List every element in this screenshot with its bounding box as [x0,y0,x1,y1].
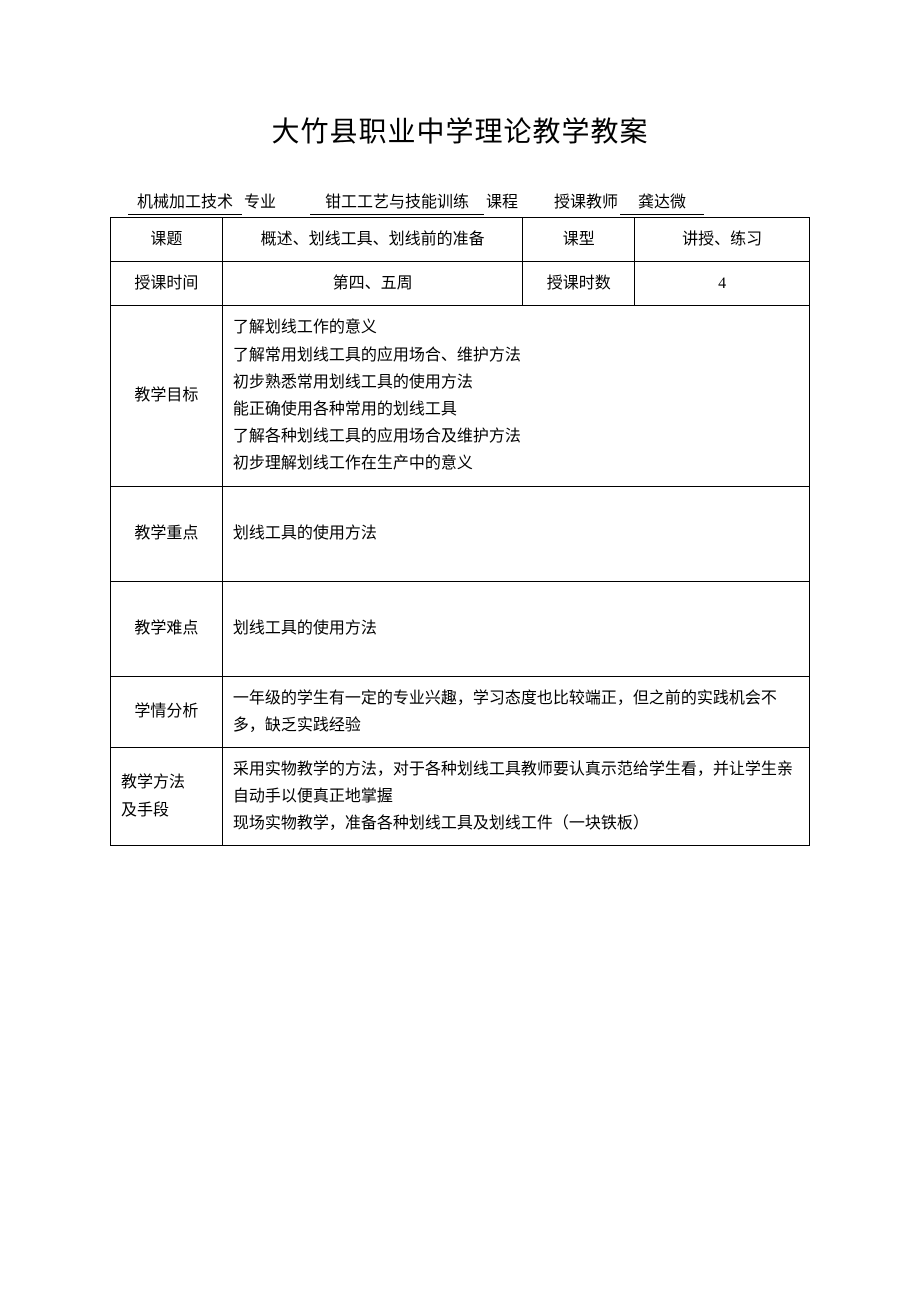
major-label: 专业 [242,188,278,214]
table-cell: 课题 [111,218,223,262]
table-cell: 教学重点 [111,486,223,581]
cell-line: 了解各种划线工具的应用场合及维护方法 [233,423,799,450]
page-title: 大竹县职业中学理论教学教案 [110,110,810,150]
table-row: 教学重点划线工具的使用方法 [111,486,810,581]
table-cell: 讲授、练习 [635,218,810,262]
table-cell: 学情分析 [111,676,223,747]
cell-line: 初步理解划线工作在生产中的意义 [233,450,799,477]
cell-line: 初步熟悉常用划线工具的使用方法 [233,369,799,396]
table-cell: 教学方法及手段 [111,747,223,846]
table-cell: 一年级的学生有一定的专业兴趣，学习态度也比较端正，但之前的实践机会不多，缺乏实践… [222,676,809,747]
table-cell: 第四、五周 [222,262,523,306]
meta-line: 机械加工技术专业 钳工工艺与技能训练课程 授课教师龚达微 [110,188,810,215]
table-row: 教学方法及手段采用实物教学的方法，对于各种划线工具教师要认真示范给学生看，并让学… [111,747,810,846]
table-body: 课题概述、划线工具、划线前的准备课型讲授、练习授课时间第四、五周授课时数4教学目… [111,218,810,846]
table-cell: 教学目标 [111,306,223,486]
cell-line: 采用实物教学的方法，对于各种划线工具教师要认真示范给学生看，并让学生亲自动手以便… [233,756,799,810]
table-cell: 授课时间 [111,262,223,306]
table-cell: 划线工具的使用方法 [222,486,809,581]
table-cell: 课型 [523,218,635,262]
table-cell: 划线工具的使用方法 [222,581,809,676]
cell-line: 现场实物教学，准备各种划线工具及划线工件（一块铁板） [233,810,799,837]
major-value: 机械加工技术 [128,188,242,215]
table-row: 授课时间第四、五周授课时数4 [111,262,810,306]
cell-line: 及手段 [121,797,212,824]
cell-line: 了解常用划线工具的应用场合、维护方法 [233,342,799,369]
cell-line: 教学方法 [121,769,212,796]
table-cell: 授课时数 [523,262,635,306]
document-page: 大竹县职业中学理论教学教案 机械加工技术专业 钳工工艺与技能训练课程 授课教师龚… [0,0,920,1303]
table-cell: 教学难点 [111,581,223,676]
table-cell: 了解划线工作的意义了解常用划线工具的应用场合、维护方法初步熟悉常用划线工具的使用… [222,306,809,486]
table-cell: 采用实物教学的方法，对于各种划线工具教师要认真示范给学生看，并让学生亲自动手以便… [222,747,809,846]
teacher-value: 龚达微 [620,188,704,215]
table-row: 课题概述、划线工具、划线前的准备课型讲授、练习 [111,218,810,262]
table-cell: 4 [635,262,810,306]
table-row: 教学目标了解划线工作的意义了解常用划线工具的应用场合、维护方法初步熟悉常用划线工… [111,306,810,486]
table-row: 教学难点划线工具的使用方法 [111,581,810,676]
course-value: 钳工工艺与技能训练 [310,188,484,215]
lesson-plan-table: 课题概述、划线工具、划线前的准备课型讲授、练习授课时间第四、五周授课时数4教学目… [110,217,810,846]
cell-line: 了解划线工作的意义 [233,314,799,341]
table-cell: 概述、划线工具、划线前的准备 [222,218,523,262]
course-label: 课程 [484,188,520,214]
cell-line: 能正确使用各种常用的划线工具 [233,396,799,423]
table-row: 学情分析一年级的学生有一定的专业兴趣，学习态度也比较端正，但之前的实践机会不多，… [111,676,810,747]
teacher-label: 授课教师 [552,188,620,214]
